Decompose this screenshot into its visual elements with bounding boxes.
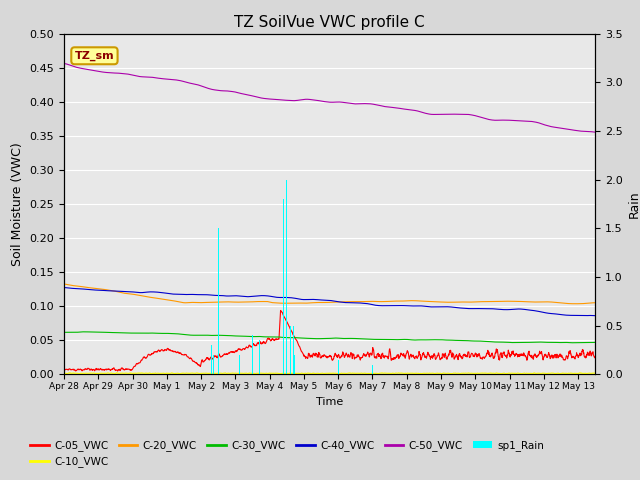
- Y-axis label: Rain: Rain: [628, 190, 640, 218]
- Y-axis label: Soil Moisture (VWC): Soil Moisture (VWC): [11, 142, 24, 266]
- Title: TZ SoilVue VWC profile C: TZ SoilVue VWC profile C: [234, 15, 425, 30]
- Text: TZ_sm: TZ_sm: [75, 51, 115, 61]
- X-axis label: Time: Time: [316, 396, 343, 407]
- Legend: C-05_VWC, C-10_VWC, C-20_VWC, C-30_VWC, C-40_VWC, C-50_VWC, sp1_Rain: C-05_VWC, C-10_VWC, C-20_VWC, C-30_VWC, …: [26, 436, 548, 471]
